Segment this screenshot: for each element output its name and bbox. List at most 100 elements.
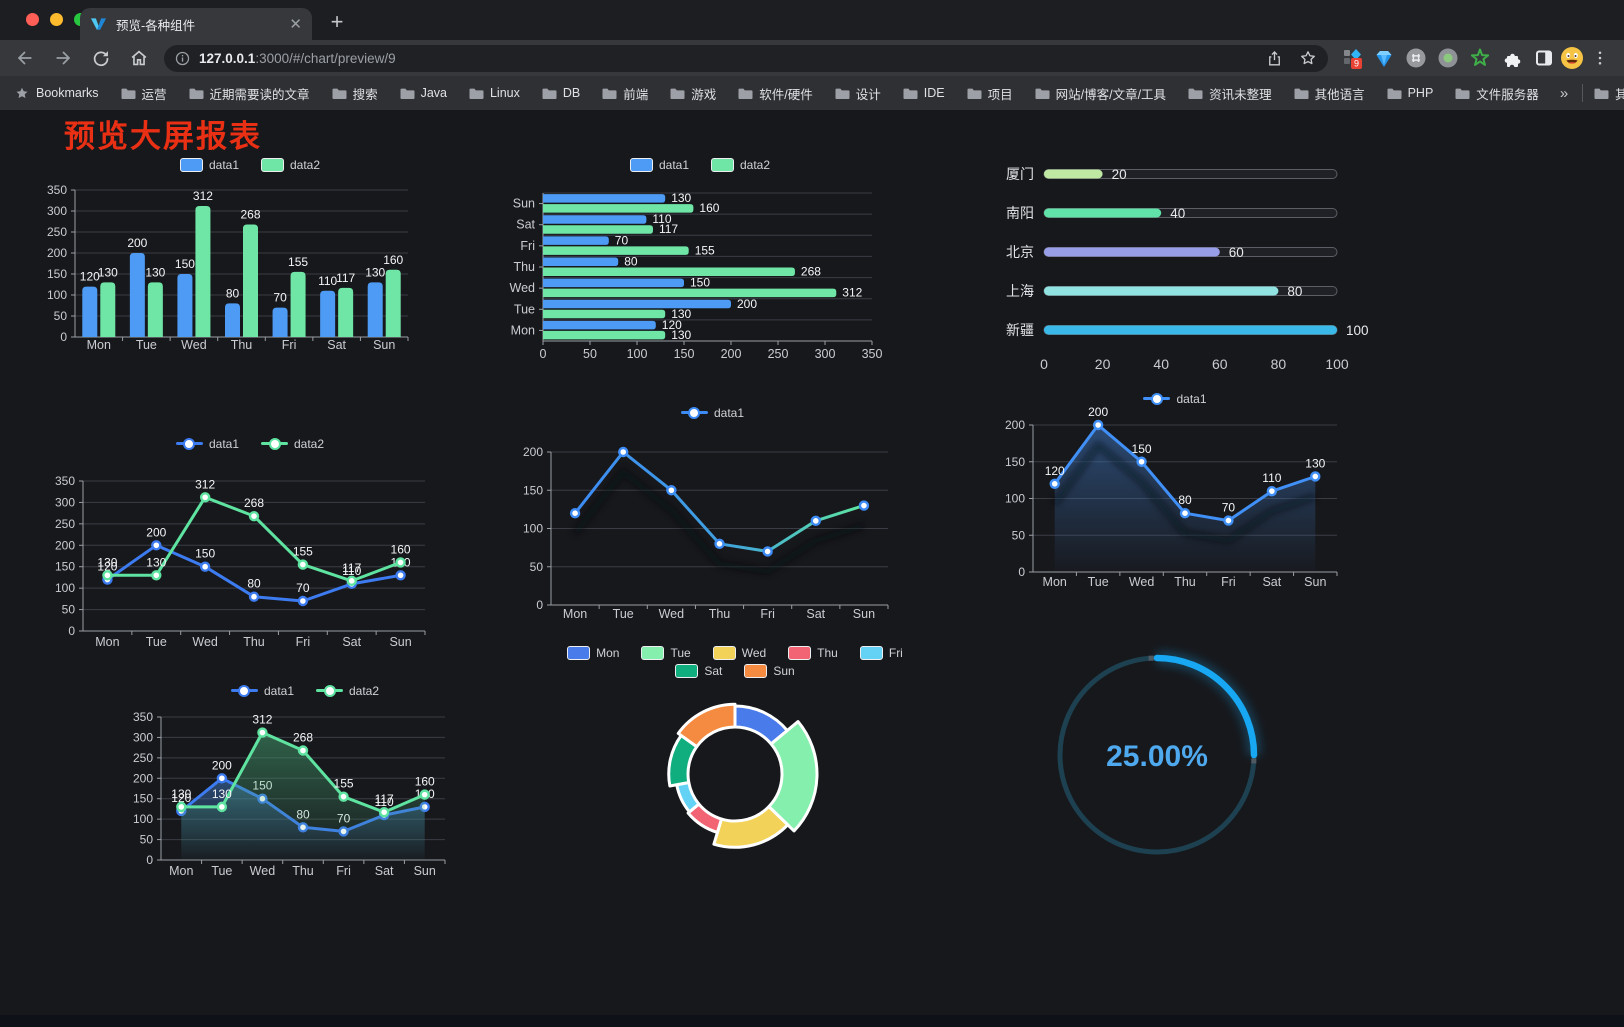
legend-line-marker	[680, 406, 708, 419]
legend-item-data1[interactable]: data1	[175, 436, 239, 451]
svg-text:130: 130	[1305, 456, 1325, 470]
legend-item-Sat[interactable]: Sat	[675, 663, 723, 678]
bookmarks-overflow-chevron[interactable]: »	[1559, 84, 1569, 102]
legend-item-data2[interactable]: data2	[316, 684, 379, 698]
tab-close-icon[interactable]: ✕	[289, 15, 302, 33]
bookmark-item-7[interactable]: 游戏	[669, 84, 716, 103]
bookmark-item-15[interactable]: PHP	[1386, 86, 1433, 101]
legend-item-Mon[interactable]: Mon	[567, 645, 619, 660]
folder-icon	[1387, 88, 1402, 99]
svg-text:110: 110	[652, 212, 671, 226]
legend-item-data1[interactable]: data1	[680, 406, 744, 420]
svg-text:200: 200	[127, 236, 147, 250]
legend-label: data2	[294, 436, 325, 451]
home-button[interactable]	[120, 44, 158, 72]
share-icon[interactable]	[1265, 49, 1284, 68]
chart-canvas: 0 50 100 150 200 Mon Tue Wed Thu Fri Sat Sun 120 200 1…	[1005, 405, 1338, 589]
legend-item-data1[interactable]: data1	[1143, 392, 1207, 406]
url-text: 127.0.0.1:3000/#/chart/preview/9	[199, 51, 396, 66]
bookmark-item-3[interactable]: Java	[399, 86, 447, 101]
browser-tab[interactable]: 预览-各种组件 ✕	[80, 8, 312, 40]
legend-item-data1[interactable]: data1	[629, 157, 689, 172]
svg-text:Tue: Tue	[514, 302, 535, 316]
legend-item-Sun[interactable]: Sun	[744, 663, 795, 678]
extension-button[interactable]	[1530, 44, 1558, 72]
svg-text:Sat: Sat	[806, 607, 825, 621]
legend-item-Thu[interactable]: Thu	[788, 645, 838, 660]
bookmark-item-12[interactable]: 网站/博客/文章/工具	[1034, 84, 1166, 103]
folder-icon	[1294, 88, 1309, 99]
kebab-menu-icon	[1598, 51, 1602, 65]
bookmark-item-13[interactable]: 资讯未整理	[1187, 84, 1272, 103]
extension-button[interactable]: 9	[1338, 44, 1366, 72]
legend-item-Tue[interactable]: Tue	[641, 645, 691, 660]
svg-text:312: 312	[252, 713, 272, 727]
profile-avatar[interactable]	[1558, 44, 1586, 72]
svg-text:20: 20	[1095, 356, 1111, 372]
bookmark-label: 其他语言	[1314, 87, 1365, 102]
folder-icon	[1594, 88, 1609, 99]
bookmark-item-1[interactable]: 近期需要读的文章	[188, 84, 310, 103]
svg-text:130: 130	[365, 265, 385, 279]
bookmark-item-0[interactable]: 运营	[120, 84, 167, 103]
legend-swatch	[261, 157, 284, 172]
legend-item-data2[interactable]: data2	[711, 157, 770, 172]
legend-item-Fri[interactable]: Fri	[859, 645, 903, 660]
legend-item-data1[interactable]: data1	[230, 684, 294, 698]
legend-item-data2[interactable]: data2	[261, 157, 320, 172]
svg-text:Sat: Sat	[342, 635, 361, 649]
extension-button[interactable]	[1402, 44, 1430, 72]
bookmark-item-16[interactable]: 文件服务器	[1454, 84, 1539, 103]
bookmark-item-9[interactable]: 设计	[834, 84, 881, 103]
svg-text:厦门: 厦门	[1006, 166, 1034, 182]
chart-percent-gauge: 25.00%	[1040, 645, 1275, 867]
reload-button[interactable]	[82, 44, 120, 72]
bookmark-item-2[interactable]: 搜索	[331, 84, 378, 103]
legend-item-data2[interactable]: data2	[261, 437, 324, 451]
svg-text:50: 50	[1012, 528, 1026, 542]
extension-button[interactable]	[1434, 44, 1462, 72]
blue-gem-icon	[1376, 51, 1392, 67]
bookmark-item-6[interactable]: 前端	[601, 84, 648, 103]
bookmark-item-5[interactable]: DB	[541, 86, 580, 101]
extension-button[interactable]	[1466, 44, 1494, 72]
extension-button[interactable]	[1370, 44, 1398, 72]
extension-button[interactable]	[1498, 44, 1526, 72]
legend-swatch	[711, 157, 734, 172]
site-info-icon[interactable]	[174, 50, 191, 67]
bookmark-label: 项目	[987, 87, 1013, 102]
legend-label: data1	[208, 436, 239, 451]
svg-text:Mon: Mon	[563, 607, 587, 621]
svg-text:160: 160	[383, 253, 403, 267]
legend-item-Wed[interactable]: Wed	[712, 645, 767, 660]
new-tab-button[interactable]: +	[330, 9, 344, 34]
legend-swatch	[567, 645, 591, 660]
legend-label: Wed	[741, 645, 767, 660]
svg-text:160: 160	[391, 542, 411, 556]
svg-text:Fri: Fri	[296, 635, 311, 649]
tab-favicon	[90, 18, 107, 30]
bookmark-item-8[interactable]: 软件/硬件	[737, 84, 813, 103]
bookmark-item-10[interactable]: IDE	[902, 86, 945, 101]
legend-item-data1[interactable]: data1	[179, 157, 239, 172]
bookmark-star-icon[interactable]	[1298, 48, 1318, 68]
address-bar[interactable]: 127.0.0.1:3000/#/chart/preview/9	[164, 44, 1328, 72]
bookmark-item-4[interactable]: Linux	[468, 86, 520, 101]
legend-line-marker	[316, 684, 343, 697]
svg-text:Wed: Wed	[510, 281, 536, 295]
window-close-button[interactable]	[26, 13, 39, 26]
legend-swatch	[641, 645, 665, 660]
back-button[interactable]	[6, 44, 44, 72]
legend-label: Sat	[704, 663, 723, 678]
svg-text:Wed: Wed	[181, 338, 207, 352]
bookmark-item-11[interactable]: 项目	[966, 84, 1013, 103]
bookmark-item-bookmarks[interactable]: Bookmarks	[14, 86, 99, 101]
svg-text:312: 312	[193, 189, 213, 203]
bookmark-item-14[interactable]: 其他语言	[1293, 84, 1365, 103]
window-minimize-button[interactable]	[50, 13, 63, 26]
bottom-strip	[0, 1015, 1624, 1027]
forward-button[interactable]	[44, 44, 82, 72]
svg-text:300: 300	[815, 347, 836, 361]
other-bookmarks[interactable]: 其他书签	[1593, 84, 1624, 103]
browser-menu-button[interactable]	[1586, 44, 1614, 72]
